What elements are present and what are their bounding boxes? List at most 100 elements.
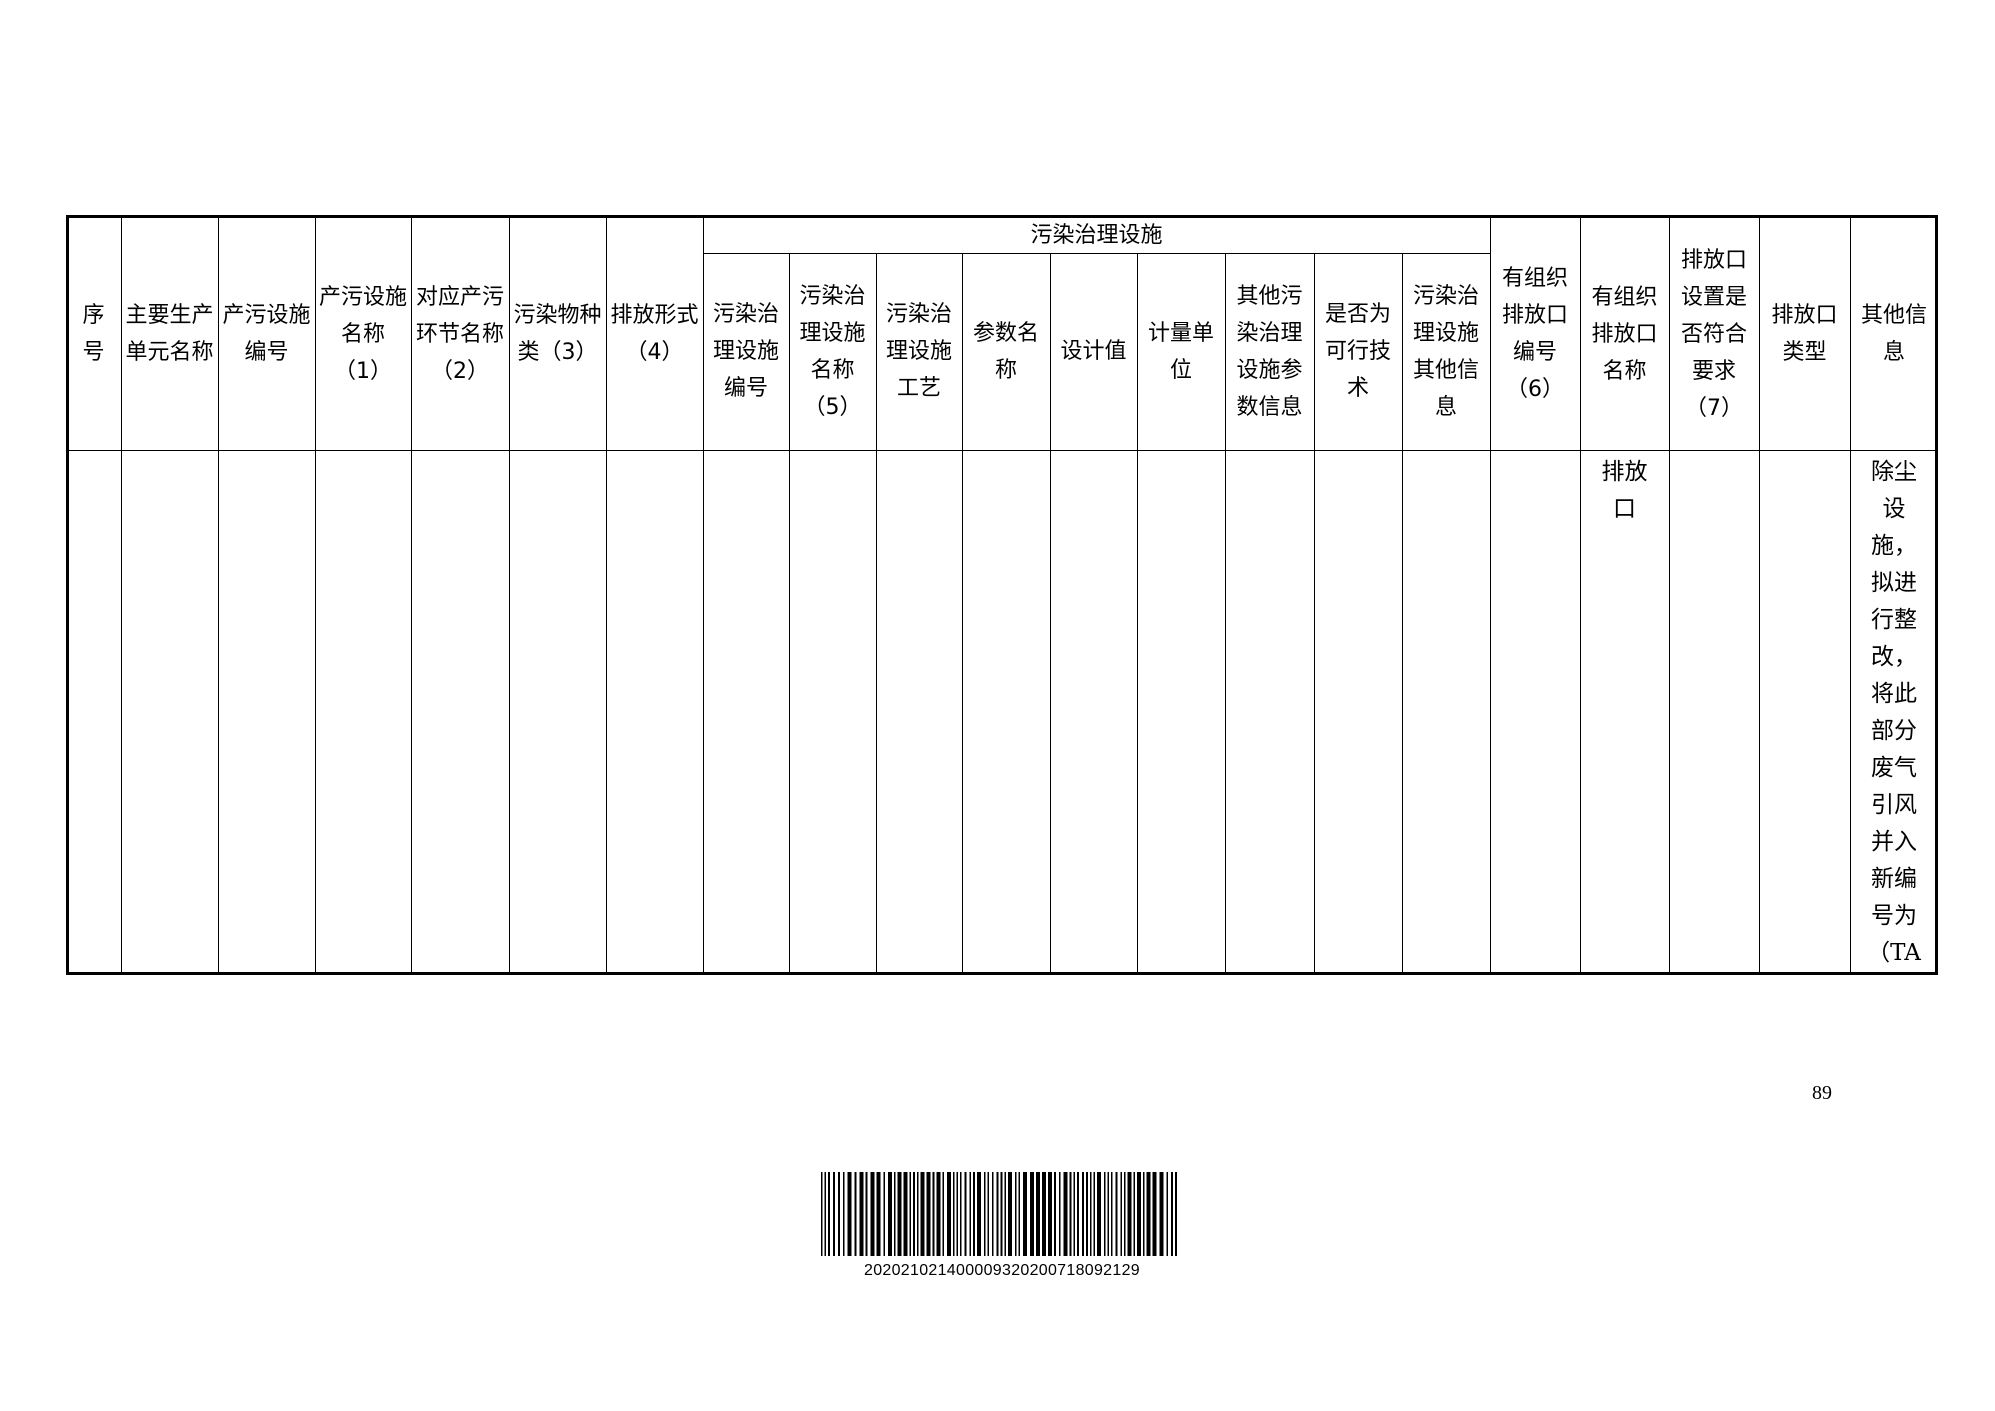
column-header: 对应产污环节名称（2）: [415, 284, 504, 384]
barcode-bar: [1143, 1172, 1145, 1256]
column-header: 污染治理设施工艺: [885, 302, 952, 401]
column-divider: [606, 215, 607, 975]
barcode-bar: [1111, 1172, 1113, 1256]
barcode-bar: [1090, 1172, 1092, 1256]
column-divider: [315, 215, 316, 975]
column-divider: [1580, 215, 1581, 975]
barcode-bar: [828, 1172, 830, 1256]
barcode-bar: [883, 1172, 885, 1256]
barcode-bar: [833, 1172, 835, 1256]
barcode-bar: [1042, 1172, 1046, 1256]
table-cell: [1490, 450, 1580, 972]
barcode-bar: [1036, 1172, 1040, 1256]
column-divider: [1669, 215, 1670, 975]
barcode-bar: [964, 1172, 967, 1256]
column-header: 排放形式（4）: [610, 303, 699, 365]
column-divider: [1402, 253, 1403, 975]
barcode-bar: [854, 1172, 857, 1256]
barcode-bar: [977, 1172, 981, 1256]
barcode-bar: [859, 1172, 864, 1256]
column-header: 污染治理设施其他信息: [1412, 283, 1479, 420]
barcode-bar: [953, 1172, 955, 1256]
group-header-pollution-treatment: 污染治理设施: [1030, 223, 1163, 248]
column-header: 参数名称: [972, 320, 1039, 383]
table-cell: [315, 450, 411, 972]
table-cell: [606, 450, 703, 972]
table-cell: [1759, 450, 1850, 972]
barcode-bar: [1093, 1172, 1095, 1256]
barcode-bar: [894, 1172, 896, 1256]
table-cell: [876, 450, 962, 972]
table-cell: [789, 450, 876, 972]
column-header: 设计值: [1060, 339, 1127, 364]
table-cell: [1314, 450, 1402, 972]
column-divider: [1314, 253, 1315, 975]
barcode-bar: [987, 1172, 989, 1256]
barcode-bar: [1175, 1172, 1177, 1256]
barcode-bar: [992, 1172, 994, 1256]
pollution-facility-table: 污染治理设施 序号 主要生产单元名称 产污设施编号 产污设施名称（1） 对应产污环节名称（…: [66, 215, 1938, 975]
barcode-bar: [1133, 1172, 1135, 1256]
column-header: 排放口类型: [1771, 303, 1838, 365]
column-header: 序号: [82, 303, 105, 365]
table-cell: 除尘设施，拟进行整改，将此部分废气引风并入新编号为（TA0: [1867, 459, 1921, 966]
column-header: 污染物种类（3）: [513, 303, 602, 365]
barcode-bar: [942, 1172, 944, 1256]
barcode-bar: [1115, 1172, 1118, 1256]
header-divider: [69, 450, 1935, 451]
barcode-bar: [870, 1172, 875, 1256]
column-header: 是否为可行技术: [1324, 302, 1391, 401]
column-header: 其他信息: [1860, 303, 1927, 365]
barcode-bar: [1054, 1172, 1056, 1256]
page-number: 89: [1812, 1082, 1832, 1104]
column-divider: [962, 253, 963, 975]
table-cell: [1225, 450, 1314, 972]
barcode-bar: [903, 1172, 908, 1256]
barcode-bar: [847, 1172, 852, 1256]
barcode-bar: [1015, 1172, 1017, 1256]
barcode-bar: [996, 1172, 999, 1256]
barcode-bar: [1104, 1172, 1106, 1256]
table-cell: [1050, 450, 1137, 972]
barcode-bar: [1063, 1172, 1068, 1256]
barcode-bar: [821, 1172, 823, 1256]
barcode-bar: [926, 1172, 931, 1256]
barcode-bar: [1159, 1172, 1164, 1256]
barcode-bar: [984, 1172, 986, 1256]
barcode: [821, 1172, 1177, 1256]
barcode-bar: [947, 1172, 951, 1256]
column-header: 有组织排放口编号（6）: [1501, 266, 1568, 402]
barcode-bar: [913, 1172, 915, 1256]
barcode-bar: [956, 1172, 958, 1256]
barcode-bar: [1124, 1172, 1126, 1256]
column-divider: [1850, 215, 1851, 975]
column-header: 有组织排放口名称: [1591, 284, 1658, 384]
column-divider: [1137, 253, 1138, 975]
barcode-bar: [960, 1172, 962, 1256]
barcode-bar: [909, 1172, 911, 1256]
table-cell: [703, 450, 789, 972]
column-divider: [876, 253, 877, 975]
table-cell: [121, 450, 218, 972]
barcode-bar: [1097, 1172, 1101, 1256]
barcode-bar: [1152, 1172, 1157, 1256]
column-divider: [1759, 215, 1760, 975]
barcode-bar: [1082, 1172, 1084, 1256]
column-divider: [789, 253, 790, 975]
table-cell: [1137, 450, 1225, 972]
barcode-bar: [843, 1172, 845, 1256]
barcode-bar: [1023, 1172, 1027, 1256]
barcode-bar: [1166, 1172, 1168, 1256]
barcode-bar: [1146, 1172, 1151, 1256]
column-divider: [509, 215, 510, 975]
barcode-bar: [1004, 1172, 1006, 1256]
table-cell: [509, 450, 606, 972]
table-cell: [1669, 450, 1759, 972]
column-divider: [218, 215, 219, 975]
barcode-bar: [865, 1172, 868, 1256]
column-divider: [1225, 253, 1226, 975]
column-header: 计量单位: [1147, 320, 1214, 383]
barcode-bar: [1059, 1172, 1061, 1256]
barcode-bar: [973, 1172, 975, 1256]
column-divider: [411, 215, 412, 975]
